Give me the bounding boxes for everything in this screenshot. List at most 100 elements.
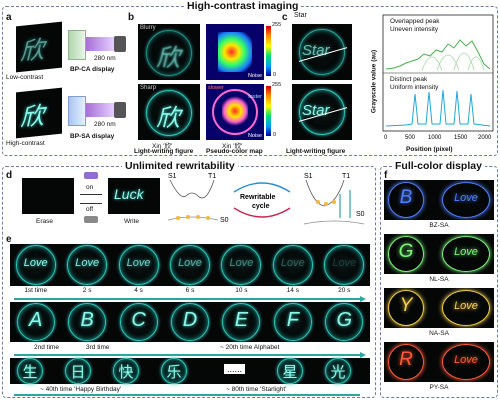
alphabet-circle (273, 303, 312, 341)
love-time-label: 6 s (185, 287, 195, 294)
left-molecule-3 (196, 215, 200, 219)
love-circle (272, 245, 313, 285)
scale-min-top: 0 (273, 72, 277, 78)
alphabet-circle (171, 303, 209, 341)
grayscale-profile-plot: 0 500 1000 1500 2000 (382, 14, 494, 141)
bp-sa-display-block (68, 96, 86, 126)
panel-c-letter: c (282, 12, 288, 23)
chinese-glyph: 日 (70, 364, 86, 381)
love-time-label: 10 s (235, 287, 248, 294)
chinese-strip (10, 358, 370, 384)
scale-min-bottom: 0 (273, 132, 277, 138)
right-molecule-2 (324, 202, 328, 206)
alphabet-circle (16, 303, 55, 341)
t1-right: T1 (342, 173, 350, 180)
left-well (169, 179, 215, 199)
alphabet-circle (222, 303, 261, 341)
noise-top-label: Noise (247, 73, 262, 79)
row2-label-a: 2nd time (34, 344, 59, 351)
pseudo-map-bottom-ring (212, 89, 258, 135)
fullcolor-title: Full-color display (392, 160, 485, 172)
row1-timeline (14, 298, 360, 300)
chinese-circle (325, 358, 351, 384)
row2-label-c: ~ 20th time Alphabet (220, 344, 280, 351)
star-circle-bottom (299, 89, 345, 135)
love-time-label: 4 s (134, 287, 143, 294)
bp-sa-display-label: BP-SA display (70, 133, 115, 140)
alphabet-circle (119, 303, 158, 341)
fullcolor-letter: B (399, 187, 413, 208)
row1-timeline-head (360, 295, 366, 302)
low-contrast-image: 欣 (16, 21, 62, 73)
fullcolor-letter: R (399, 349, 413, 370)
alphabet-glyph: D (182, 309, 198, 331)
xtick-500: 500 (405, 135, 416, 141)
love-circle (324, 245, 365, 285)
write-word: Luck (114, 186, 144, 202)
alphabet-circle (68, 303, 107, 341)
star-light-writing-caption: Light-writing figure (286, 148, 346, 155)
cycle-label-1: Rewritable (240, 194, 276, 201)
fullcolor-circle-left (388, 290, 424, 326)
panel-f-letter: f (384, 170, 388, 181)
off-label: off (86, 206, 94, 213)
bp-sa-light-beam (86, 103, 114, 117)
bp-ca-lamp (114, 36, 126, 52)
high-contrast-image: 欣 (16, 87, 62, 139)
right-molecule-3 (332, 200, 336, 204)
lamp-off-icon (84, 216, 98, 223)
fullcolor-label: BZ-SA (429, 222, 449, 229)
right-molecule-1 (316, 200, 320, 204)
fullcolor-circle-left (388, 182, 424, 218)
star-label: Star (294, 12, 307, 19)
love-circle (118, 245, 159, 285)
left-ground (167, 216, 219, 221)
xtick-0: 0 (384, 135, 388, 141)
panel-a-letter: a (6, 12, 12, 23)
pseudo-map-top: Noise (206, 24, 264, 80)
row3-label-a: ~ 40th time 'Happy Birthday' (40, 386, 122, 393)
low-contrast-glyph: 欣 (20, 36, 44, 66)
alphabet-circle (325, 303, 364, 341)
s0-left: S0 (220, 217, 229, 224)
colorbar-bottom (266, 86, 271, 136)
blurry-image: Blurry 欣 (138, 24, 200, 80)
pseudo-color-caption: Pseudo-color map (206, 148, 263, 155)
sharp-glyph: 欣 (156, 105, 180, 132)
s1-left: S1 (168, 173, 177, 180)
xtick-2000: 2000 (478, 135, 492, 141)
bp-ca-display-block (68, 30, 86, 60)
fullcolor-word: Love (454, 246, 478, 258)
row3-label-b: ~ 80th time 'Starlight' (226, 386, 287, 393)
left-molecule-4 (206, 216, 210, 220)
cycle-label-2: cycle (252, 203, 270, 210)
fullcolor-strip: R Love (384, 342, 494, 382)
bp-ca-display-label: BP-CA display (70, 66, 115, 73)
legend-bottom-1: Distinct peak (390, 76, 428, 83)
s0-right: S0 (356, 211, 365, 218)
fullcolor-circle-right (442, 344, 490, 380)
chinese-circle (113, 358, 139, 384)
fullcolor-circle-left (388, 344, 424, 380)
chinese-circle (277, 358, 303, 384)
chinese-glyph: 星 (282, 364, 298, 381)
alphabet-glyph: B (80, 309, 94, 331)
chinese-circle (161, 358, 187, 384)
row2-timeline-head (360, 351, 366, 358)
star-image-bottom: Star (292, 84, 352, 140)
on-label: on (86, 184, 94, 191)
xin-right-label: Xin '欣' (222, 143, 243, 150)
noise-bottom-label: Noise (247, 133, 262, 139)
love-time-label: 14 s (286, 287, 299, 294)
write-screen: Luck (108, 178, 160, 214)
pseudo-map-bottom-glyph (222, 96, 248, 126)
erase-label: Erase (36, 218, 53, 225)
colorbar-top (266, 26, 271, 76)
love-time-label: 1st time (24, 287, 48, 294)
alphabet-glyph: E (234, 309, 249, 331)
erase-screen (22, 178, 74, 214)
fullcolor-circle-right (442, 290, 490, 326)
overlapped-peak-curve (385, 39, 491, 70)
star-circle-top (299, 29, 345, 75)
cycle-arrow-bottom (233, 207, 291, 218)
